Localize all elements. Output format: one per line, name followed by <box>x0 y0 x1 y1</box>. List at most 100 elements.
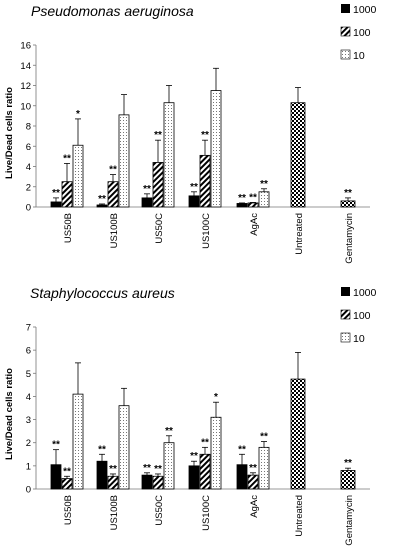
legend-swatch-10 <box>340 332 351 343</box>
y-tick-label: 14 <box>20 61 31 72</box>
bar-1000-US50C <box>141 474 153 490</box>
y-tick-label: 4 <box>26 162 31 173</box>
significance-label: ** <box>52 440 60 451</box>
panel-staphylococcus: Staphylococcus aureus Live/Dead cells ra… <box>4 285 377 546</box>
significance-label: ** <box>154 464 162 475</box>
bar-1000-US50C <box>141 197 153 208</box>
legend-label-100: 100 <box>353 27 371 39</box>
x-tick-label: AgAc <box>249 213 260 236</box>
x-tick-label: US100C <box>201 213 212 249</box>
bar-1000-US100C <box>188 465 200 490</box>
y-tick-label: 4 <box>26 392 31 403</box>
bars: ******************* ****** <box>50 67 356 208</box>
significance-label: * <box>76 109 80 120</box>
significance-label: ** <box>260 432 268 443</box>
x-tick-label: US100B <box>109 213 120 248</box>
bar-100-US50C <box>152 162 164 208</box>
bar-10-US100C <box>210 90 222 208</box>
bar-100-US100B <box>107 475 119 490</box>
significance-label: ** <box>190 451 198 462</box>
bar-control-Untreated <box>290 378 306 490</box>
significance-label: ** <box>344 188 352 199</box>
significance-label: ** <box>201 130 209 141</box>
significance-label: ** <box>190 182 198 193</box>
y-tick-label: 0 <box>26 203 31 214</box>
bar-100-US50B <box>61 478 73 490</box>
legend: 1000 100 10 <box>340 4 377 62</box>
y-tick-label: 16 <box>20 41 31 52</box>
bar-100-US100C <box>199 453 211 490</box>
chart-title: Pseudomonas aeruginosa <box>31 3 194 19</box>
x-tick-labels: US50B US100B US50C US100C AgAc Untreated Genta… <box>63 495 355 546</box>
bar-10-US50B <box>72 393 84 490</box>
significance-label: ** <box>238 193 246 204</box>
bar-control-Gentamycin <box>340 200 356 208</box>
bar-100-AgAc <box>247 202 259 208</box>
bar-100-US100B <box>107 181 119 208</box>
y-tick-label: 0 <box>26 485 31 496</box>
significance-label: ** <box>109 165 117 176</box>
bar-10-US50C <box>163 102 175 208</box>
x-tick-label: US100C <box>201 495 212 531</box>
significance-label: ** <box>249 463 257 474</box>
x-tick-label: Gentamycin <box>344 213 355 264</box>
significance-label: ** <box>98 194 106 205</box>
bar-10-US100C <box>210 416 222 490</box>
legend-label-100: 100 <box>353 310 371 322</box>
x-tick-label: US50C <box>154 213 165 244</box>
bar-1000-US100B <box>96 460 108 490</box>
significance-label: ** <box>165 426 173 437</box>
significance-label: ** <box>109 464 117 475</box>
bar-100-US100C <box>199 154 211 208</box>
x-tick-label: Untreated <box>294 495 305 537</box>
legend-label-1000: 1000 <box>353 287 377 299</box>
y-tick-label: 1 <box>26 461 31 472</box>
significance-label: ** <box>260 179 268 190</box>
significance-label: ** <box>63 466 71 477</box>
x-tick-label: Untreated <box>294 213 305 255</box>
significance-label: ** <box>52 188 60 199</box>
x-tick-labels: US50B US100B US50C US100C AgAc Untreated Genta… <box>63 213 355 264</box>
y-tick-label: 8 <box>26 122 31 133</box>
bars: ******** ** ***************** <box>50 352 356 490</box>
bar-1000-US50B <box>50 464 62 490</box>
significance-label: ** <box>143 463 151 474</box>
y-tick-label: 10 <box>20 101 31 112</box>
bar-control-Gentamycin <box>340 470 356 490</box>
y-tick-label: 3 <box>26 415 31 426</box>
legend-label-10: 10 <box>353 333 365 345</box>
significance-label: ** <box>154 130 162 141</box>
significance-label: ** <box>201 437 209 448</box>
y-tick-label: 12 <box>20 81 31 92</box>
legend-swatch-10 <box>340 49 351 60</box>
x-tick-label: Gentamycin <box>344 495 355 546</box>
legend-swatch-1000 <box>341 287 350 296</box>
bar-1000-AgAc <box>236 464 248 490</box>
bar-100-AgAc <box>247 474 259 490</box>
panel-pseudomonas: Pseudomonas aeruginosa Live/Dead cells r… <box>4 3 377 264</box>
y-axis-label: Live/Dead cells ratio <box>4 87 15 179</box>
x-tick-label: US100B <box>109 495 120 530</box>
legend-swatch-1000 <box>341 4 350 13</box>
legend-label-1000: 1000 <box>353 4 377 16</box>
x-tick-label: US50B <box>63 495 74 525</box>
bar-10-US50B <box>72 144 84 208</box>
bar-1000-US100B <box>96 204 108 208</box>
bar-10-US100B <box>118 114 130 208</box>
y-tick-label: 6 <box>26 142 31 153</box>
x-tick-label: AgAc <box>249 495 260 518</box>
x-tick-label: US50B <box>63 213 74 243</box>
legend-label-10: 10 <box>353 50 365 62</box>
y-tick-label: 6 <box>26 346 31 357</box>
bar-10-US100B <box>118 405 130 490</box>
chart-title: Staphylococcus aureus <box>30 285 175 301</box>
significance-label: ** <box>98 444 106 455</box>
bar-100-US50C <box>152 475 164 490</box>
significance-label: ** <box>143 184 151 195</box>
y-axis-label: Live/Dead cells ratio <box>4 368 15 460</box>
bar-1000-AgAc <box>236 203 248 208</box>
bar-100-US50B <box>61 181 73 208</box>
significance-label: ** <box>344 458 352 469</box>
bar-control-Untreated <box>290 102 306 208</box>
